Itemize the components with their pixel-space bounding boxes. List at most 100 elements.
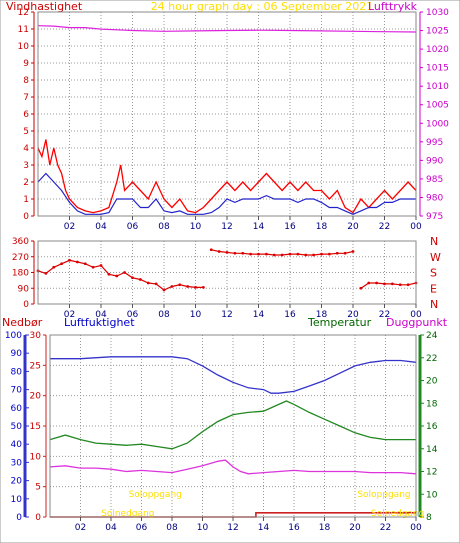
- x-tick-label: 20: [347, 222, 359, 232]
- direction-point: [60, 262, 64, 266]
- y-tick-label: 1020: [426, 45, 449, 55]
- sunset-label: Solnedgang: [371, 509, 424, 519]
- direction-point: [383, 282, 386, 286]
- y-tick-label: 6: [23, 110, 29, 120]
- chart-title: 24 hour graph day : 06 September 2021: [151, 0, 374, 13]
- pressure-line: [37, 25, 417, 33]
- y-tick-label: 16: [426, 422, 438, 432]
- x-tick-label: 06: [136, 523, 148, 533]
- direction-point: [209, 248, 213, 252]
- humidity-line: [50, 356, 417, 394]
- humidity-axis: 0 10 20 30 40 50 60 70 80 90 100: [5, 331, 29, 523]
- y-tick-label: 50: [11, 422, 23, 432]
- y-tick-label: 30: [30, 331, 42, 341]
- compass-label: W: [430, 251, 441, 264]
- x-tick-label: 02: [64, 310, 75, 320]
- dewpoint-line: [49, 459, 417, 475]
- y-tick-label: 4: [23, 144, 29, 154]
- humidity-time-axis: 02 04 06 08 10 12 14 16 18 20 22 00: [75, 517, 422, 533]
- wind-speed-label: Vindhastighet: [6, 0, 83, 13]
- y-tick-label: 5: [23, 127, 29, 137]
- direction-point: [241, 251, 245, 255]
- direction-point: [320, 252, 323, 256]
- x-tick-label: 10: [197, 523, 209, 533]
- x-tick-label: 16: [288, 523, 300, 533]
- y-tick-label: 1010: [426, 82, 449, 92]
- y-tick-label: 90: [18, 284, 30, 294]
- x-tick-label: 18: [316, 310, 328, 320]
- x-tick-label: 16: [284, 222, 296, 232]
- sunrise-label: Soloppgang: [357, 490, 410, 500]
- y-tick-label: 990: [426, 156, 443, 166]
- direction-point: [367, 281, 371, 285]
- humidity-label: Luftfuktighet: [64, 316, 135, 329]
- direction-point: [359, 286, 363, 290]
- direction-point: [44, 271, 48, 275]
- y-tick-label: 40: [11, 440, 23, 450]
- gust-line: [37, 139, 417, 214]
- direction-point: [312, 253, 316, 257]
- y-tick-label: 12: [18, 8, 29, 18]
- y-tick-label: 14: [426, 445, 438, 455]
- direction-point: [233, 251, 237, 255]
- direction-point: [170, 285, 174, 288]
- y-tick-label: 80: [11, 367, 23, 377]
- y-tick-label: 10: [426, 490, 438, 500]
- direction-point: [217, 250, 221, 253]
- y-tick-label: 20: [30, 392, 42, 402]
- direction-point: [123, 271, 127, 274]
- y-tick-label: 0: [16, 513, 22, 523]
- y-tick-label: 975: [426, 212, 443, 222]
- y-tick-label: 0: [23, 300, 29, 310]
- y-tick-label: 980: [426, 193, 443, 203]
- wind-line: [37, 172, 416, 215]
- direction-line: [37, 259, 204, 291]
- direction-point: [194, 285, 197, 289]
- y-tick-label: 1015: [426, 64, 449, 74]
- temperature-label: Temperatur: [307, 316, 372, 329]
- y-tick-label: 15: [30, 422, 41, 432]
- sun-annotations: Soloppgang Soloppgang Solnedgang Solnedgang: [101, 490, 424, 519]
- y-tick-label: 100: [5, 331, 22, 341]
- direction-point: [335, 251, 339, 255]
- x-tick-label: 06: [127, 222, 139, 232]
- direction-point: [201, 285, 205, 289]
- y-tick-label: 18: [426, 399, 438, 409]
- x-tick-label: 16: [284, 310, 296, 320]
- direction-point: [343, 251, 347, 255]
- wind-grid: [38, 12, 416, 216]
- direction-point: [406, 283, 410, 287]
- x-tick-label: 10: [190, 222, 202, 232]
- direction-axis: 0 90 180 270 360: [12, 237, 35, 310]
- y-tick-label: 3: [23, 161, 29, 171]
- y-tick-label: 1025: [426, 27, 449, 37]
- x-tick-label: 08: [158, 222, 170, 232]
- x-tick-label: 22: [379, 222, 390, 232]
- direction-point: [75, 260, 79, 264]
- x-tick-label: 04: [105, 523, 117, 533]
- x-tick-label: 06: [127, 310, 139, 320]
- y-tick-label: 9: [23, 59, 29, 69]
- x-tick-label: 14: [258, 523, 270, 533]
- direction-point: [131, 276, 134, 280]
- x-tick-label: 22: [379, 310, 390, 320]
- y-tick-label: 995: [426, 138, 443, 148]
- direction-point: [272, 253, 276, 257]
- y-tick-label: 8: [426, 513, 432, 523]
- y-tick-label: 10: [30, 452, 42, 462]
- direction-point: [225, 250, 229, 254]
- precip-axis: 0 5 10 15 20 25 30: [30, 331, 47, 523]
- direction-point: [99, 264, 103, 267]
- direction-point: [162, 288, 166, 292]
- sunrise-label: Soloppgang: [129, 490, 182, 500]
- direction-point: [351, 250, 355, 253]
- y-tick-label: 5: [35, 483, 41, 493]
- direction-point: [288, 252, 292, 256]
- y-tick-label: 7: [23, 93, 29, 103]
- x-tick-label: 08: [166, 523, 178, 533]
- direction-point: [178, 283, 182, 287]
- direction-point: [68, 258, 71, 262]
- y-tick-label: 24: [426, 331, 438, 341]
